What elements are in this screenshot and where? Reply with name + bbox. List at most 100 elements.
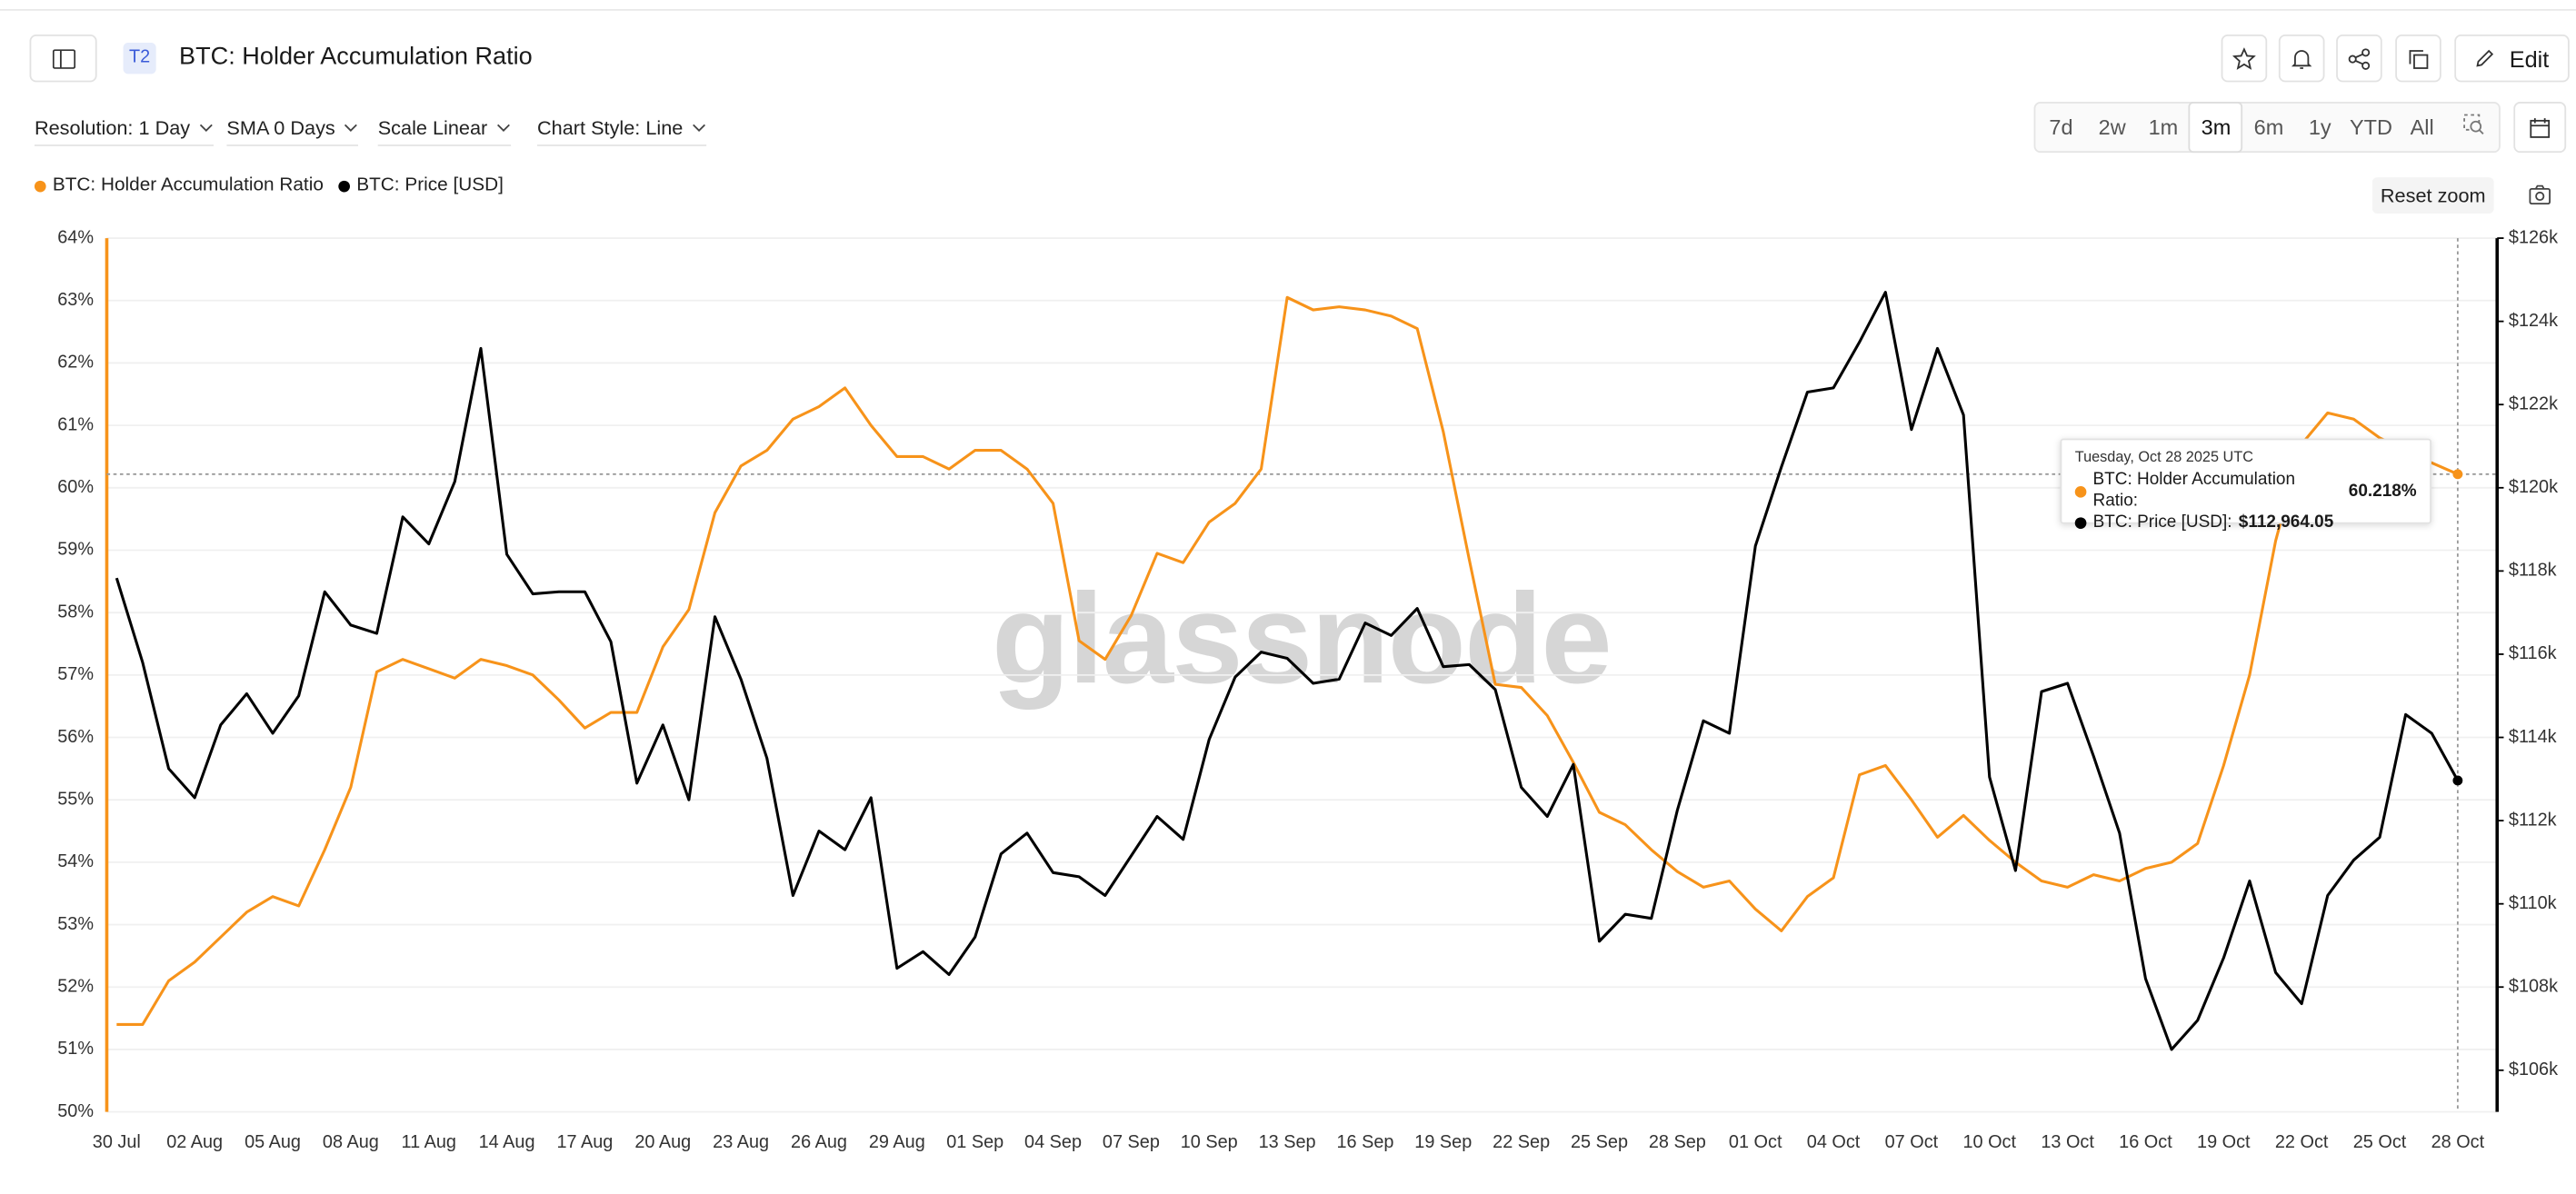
x-tick-label: 30 Jul	[93, 1132, 141, 1152]
legend-item[interactable]: BTC: Price [USD]	[338, 175, 504, 195]
page-title: BTC: Holder Accumulation Ratio	[179, 42, 533, 71]
x-tick-label: 10 Sep	[1181, 1132, 1238, 1152]
y2-tick-label: $108k	[2509, 976, 2558, 996]
legend-swatch	[34, 179, 46, 192]
sidebar-toggle[interactable]	[29, 34, 97, 83]
y-tick-label: 60%	[57, 477, 94, 497]
x-tick-label: 04 Oct	[1807, 1132, 1861, 1152]
legend-swatch	[338, 179, 350, 192]
tooltip-value: $112,964.05	[2238, 512, 2334, 532]
x-tick-label: 25 Oct	[2353, 1132, 2407, 1152]
copy-button[interactable]	[2395, 34, 2441, 83]
x-tick-label: 07 Sep	[1103, 1132, 1160, 1152]
y2-tick-label: $106k	[2509, 1060, 2558, 1080]
x-tick-label: 13 Oct	[2041, 1132, 2094, 1152]
edit-label: Edit	[2509, 45, 2550, 72]
x-tick-label: 16 Oct	[2119, 1132, 2172, 1152]
hover-point	[2452, 775, 2463, 786]
share-button[interactable]	[2336, 34, 2382, 83]
x-tick-label: 22 Sep	[1493, 1132, 1550, 1152]
range-button[interactable]: All	[2410, 114, 2434, 140]
x-tick-label: 28 Sep	[1649, 1132, 1706, 1152]
tooltip-label: BTC: Holder Accumulation Ratio:	[2092, 469, 2296, 512]
toolbar-option[interactable]: Scale Linear	[377, 116, 511, 146]
y-tick-label: 55%	[57, 789, 94, 809]
tooltip-label: BTC: Price [USD]:	[2092, 512, 2232, 532]
y-tick-label: 50%	[57, 1101, 94, 1121]
copy-icon	[2409, 49, 2429, 69]
y-tick-label: 53%	[57, 914, 94, 934]
y-tick-label: 63%	[57, 290, 94, 310]
y2-tick-label: $120k	[2509, 477, 2558, 497]
range-button[interactable]: 2w	[2098, 114, 2126, 140]
range-button[interactable]: 6m	[2253, 114, 2284, 140]
zoom-select[interactable]	[2448, 104, 2499, 151]
x-tick-label: 01 Oct	[1729, 1132, 1782, 1152]
option-label: Resolution: 1 Day	[34, 116, 191, 140]
y2-tick-label: $112k	[2509, 810, 2557, 830]
toolbar-option[interactable]: Resolution: 1 Day	[34, 116, 214, 146]
chevron	[344, 124, 357, 132]
tooltip-swatch	[2074, 517, 2087, 529]
x-tick-label: 01 Sep	[946, 1132, 1003, 1152]
star-button[interactable]	[2221, 34, 2268, 83]
badge: T2	[123, 42, 156, 75]
y2-tick-label: $118k	[2509, 561, 2557, 581]
legend-label: BTC: Holder Accumulation Ratio	[52, 175, 324, 196]
y-tick-label: 64%	[57, 227, 94, 247]
x-tick-label: 10 Oct	[1962, 1132, 2016, 1152]
share-icon	[2348, 47, 2371, 69]
calendar-button[interactable]	[2513, 102, 2567, 154]
y2-tick-label: $114k	[2509, 727, 2557, 747]
y-tick-label: 59%	[57, 540, 94, 560]
y-tick-label: 52%	[57, 976, 94, 996]
range-button[interactable]: 1m	[2148, 114, 2179, 140]
series-line	[115, 291, 2460, 1051]
range-selector: 7d 2w 1m 3m 6m 1y YTD All	[2033, 102, 2501, 154]
y2-tick-label: $116k	[2509, 643, 2557, 663]
range-button[interactable]: 3m	[2189, 102, 2243, 154]
toolbar-option[interactable]: Chart Style: Line	[537, 116, 706, 146]
y-tick-label: 57%	[57, 664, 94, 684]
y2-tick-label: $124k	[2509, 311, 2558, 331]
tooltip: Tuesday, Oct 28 2025 UTC BTC: Holder Accu…	[2060, 438, 2431, 532]
y2-tick-label: $110k	[2509, 893, 2557, 913]
edit-icon	[2477, 49, 2494, 67]
tooltip-value: 60.218%	[2348, 480, 2417, 501]
y-tick-label: 58%	[57, 602, 94, 622]
x-tick-label: 02 Aug	[166, 1132, 223, 1152]
range-button[interactable]: 1y	[2308, 114, 2331, 140]
star-icon	[2232, 46, 2256, 69]
x-tick-label: 20 Aug	[634, 1132, 691, 1152]
bell-button[interactable]	[2278, 34, 2325, 83]
range-button[interactable]: YTD	[2349, 114, 2392, 140]
toolbar-option[interactable]: SMA 0 Days	[226, 116, 359, 146]
screenshot-button[interactable]	[2529, 184, 2551, 214]
x-tick-label: 28 Oct	[2431, 1132, 2485, 1152]
x-tick-label: 23 Aug	[713, 1132, 769, 1152]
tooltip-title: Tuesday, Oct 28 2025 UTC	[2074, 448, 2253, 465]
x-tick-label: 19 Sep	[1414, 1132, 1472, 1152]
y-tick-label: 61%	[57, 414, 94, 434]
camera-icon	[2529, 184, 2551, 205]
hover-point	[2452, 469, 2463, 480]
x-tick-label: 14 Aug	[479, 1132, 535, 1152]
x-tick-label: 16 Sep	[1336, 1132, 1393, 1152]
x-tick-label: 25 Sep	[1571, 1132, 1628, 1152]
legend-item[interactable]: BTC: Holder Accumulation Ratio	[34, 175, 324, 196]
reset-zoom-button[interactable]: Reset zoom	[2371, 177, 2494, 214]
tooltip-swatch	[2074, 485, 2087, 497]
y2-tick-label: $126k	[2509, 227, 2558, 247]
calendar-icon	[2530, 117, 2551, 137]
sidebar-icon	[51, 48, 75, 69]
edit-button[interactable]: Edit	[2454, 34, 2570, 83]
range-button[interactable]: 7d	[2049, 114, 2073, 140]
option-label: SMA 0 Days	[226, 116, 335, 140]
chevron	[496, 124, 510, 132]
chevron	[692, 124, 705, 132]
y-tick-label: 56%	[57, 727, 94, 747]
x-tick-label: 11 Aug	[402, 1132, 456, 1152]
